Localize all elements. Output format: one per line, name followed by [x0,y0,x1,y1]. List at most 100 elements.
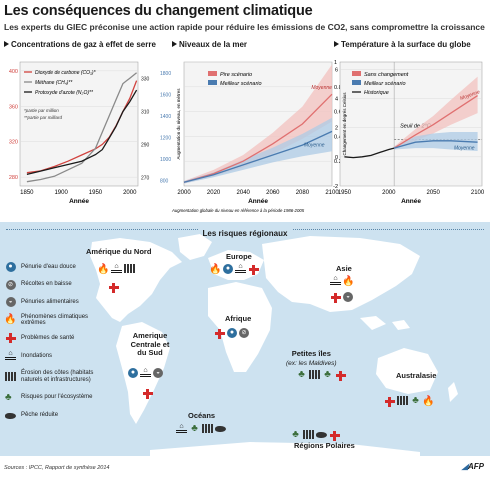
y-tick-temp: 6 [335,67,338,73]
coastal-erosion-icon [303,430,314,439]
annotation-moyenne-meilleur: Moyenne [454,146,475,152]
legend-label-health: Problèmes de santé [21,334,75,341]
y-tick-mer: 0.6 [334,110,342,116]
y-tick-temp: 4 [335,96,338,102]
legend-item-flood: ⌂ Inondations [4,347,96,365]
legend-label-extreme: Phénomènes climatiques extrêmes [21,313,89,327]
legend-item-fish: Pêche réduite [4,407,96,425]
region-label-amerique-nord: Amérique du Nord [86,247,152,256]
continent-europe [208,250,264,280]
coastal-erosion-icon [5,372,16,382]
x-tick-temp: 2100 [471,190,485,196]
legend-label-co2: Dioxyde de carbone (CO₂)* [35,70,97,76]
plot-area-temp [339,61,483,187]
afp-logo: ◢AFP [462,462,484,471]
health-cross-icon [5,333,16,344]
coastal-erosion-icon [124,264,135,273]
continent-greenland [178,234,212,260]
series-line-meilleur [183,130,333,183]
chart-note-gaz: *partie par million [24,108,59,113]
flood-icon: ⌂ [235,263,246,273]
region-label-petites-iles-sub: (ex: les Maldives) [286,359,337,367]
y-tick-right-methane: 1400 [160,114,171,120]
chart-temp: -2 0 2 4 6 1950 2000 2050 2100 Année Changement en… [333,61,485,205]
ecosystem-icon: ♣ [412,395,419,406]
main-title: Les conséquences du changement climatiqu… [4,3,313,19]
region-label-europe: Europe [226,252,252,261]
continent-antarctica [150,442,420,456]
fish-icon [215,426,226,432]
fish-icon [316,432,327,438]
band-meilleur [184,117,332,184]
series-line-meilleur [393,140,478,149]
annotation-moyenne-pire: Moyenne [311,85,332,91]
legend-label-food: Pénuries alimentaires [21,299,79,306]
icons-amerique-nord-2 [108,282,119,293]
legend-item-crops: ⊘ Récoltes en baisse [4,276,96,294]
x-tick-gaz: 2000 [123,190,137,196]
icons-petites-iles: ♣ ♣ [296,370,346,381]
coastal-erosion-icon [202,424,213,433]
y-tick-right-methane: 1200 [160,135,171,141]
y-tick-right-n2o: 290 [141,143,150,149]
series-line-pire [183,93,333,183]
y-tick-mer: 0.2 [334,159,342,165]
icons-polaires: ♣ [290,430,340,441]
water-drop-icon: ● [223,264,233,274]
fire-icon: 🔥 [4,314,17,326]
x-tick-gaz: 1850 [20,190,34,196]
x-tick-temp: 2000 [382,190,396,196]
x-tick-mer: 2020 [207,190,221,196]
fire-icon: 🔥 [209,263,222,275]
legend-item-food: ◒ Pénuries alimentaires [4,294,96,312]
x-label-gaz: Année [69,198,89,205]
fish-icon [5,413,16,420]
band-pire [394,76,478,150]
continent-africa [208,282,272,372]
fire-icon: 🔥 [342,275,355,287]
icons-australasie: ♣ 🔥 [384,395,435,407]
flood-icon: ⌂ [111,263,122,273]
panel-title-mer-text: Niveaux de la mer [179,40,248,49]
series-line-pire [393,95,478,149]
panel-title-gaz-text: Concentrations de gaz à effet de serre [11,40,156,49]
legend-label-meilleur: Meilleur scénario [220,81,262,87]
map-header: Les risques régionaux [0,223,490,241]
food-bowl-icon: ◒ [343,292,353,302]
series-line-n2o [344,147,395,159]
legend-label-n2o: Protoxyde d'azote (N₂O)** [35,90,94,96]
legend-label-coast: Érosion des côtes (habitats naturels et … [21,370,94,383]
legend-label-meilleur: Meilleur scénario [364,81,406,87]
x-tick-mer: 2060 [266,190,280,196]
afp-logo-text: AFP [468,462,484,471]
y-label-temp: Changement en degrés Celsius [342,92,347,156]
x-tick-gaz: 1950 [89,190,103,196]
legend-item-water: ● Pénurie d'eau douce [4,258,96,276]
chart-note-mer: Augmentation globale du niveau en référe… [171,208,305,213]
icons-afrique: ● ⊘ [214,328,249,339]
water-drop-icon: ● [5,261,16,272]
series-line-n2o [26,89,138,176]
legend-swatch-pire [352,71,361,76]
panel-title-mer: Niveaux de la mer [172,40,247,49]
region-label-petites-iles: Petites îles (ex: les Maldives) [286,349,337,368]
ecosystem-icon: ♣ [324,369,331,380]
fire-icon: 🔥 [422,395,435,407]
y-tick-mer: 0.8 [334,85,342,91]
legend-item-eco: ♣ Risques pour l'écosystème [4,389,96,407]
coastal-erosion-icon [397,396,408,405]
y-tick-right-n2o: 270 [141,176,150,182]
legend-item-health: Problèmes de santé [4,329,96,347]
y-tick-left-gaz: 360 [9,104,18,110]
y-tick-left-gaz: 320 [9,140,18,146]
x-tick-mer: 2100 [325,190,339,196]
y-tick-right-methane: 1000 [160,157,171,163]
health-cross-icon [329,430,340,441]
x-tick-mer: 2040 [237,190,251,196]
ecosystem-icon: ♣ [292,429,299,440]
x-label-mer: Année [248,198,268,205]
ecosystem-icon: ♣ [191,423,198,434]
health-cross-icon [330,292,341,303]
chart-mer: 0.2 0.4 0.6 0.8 1 2000 2020 2040 2060 2080 2100 Ann… [171,60,342,213]
y-tick-left-gaz: 400 [9,69,18,75]
